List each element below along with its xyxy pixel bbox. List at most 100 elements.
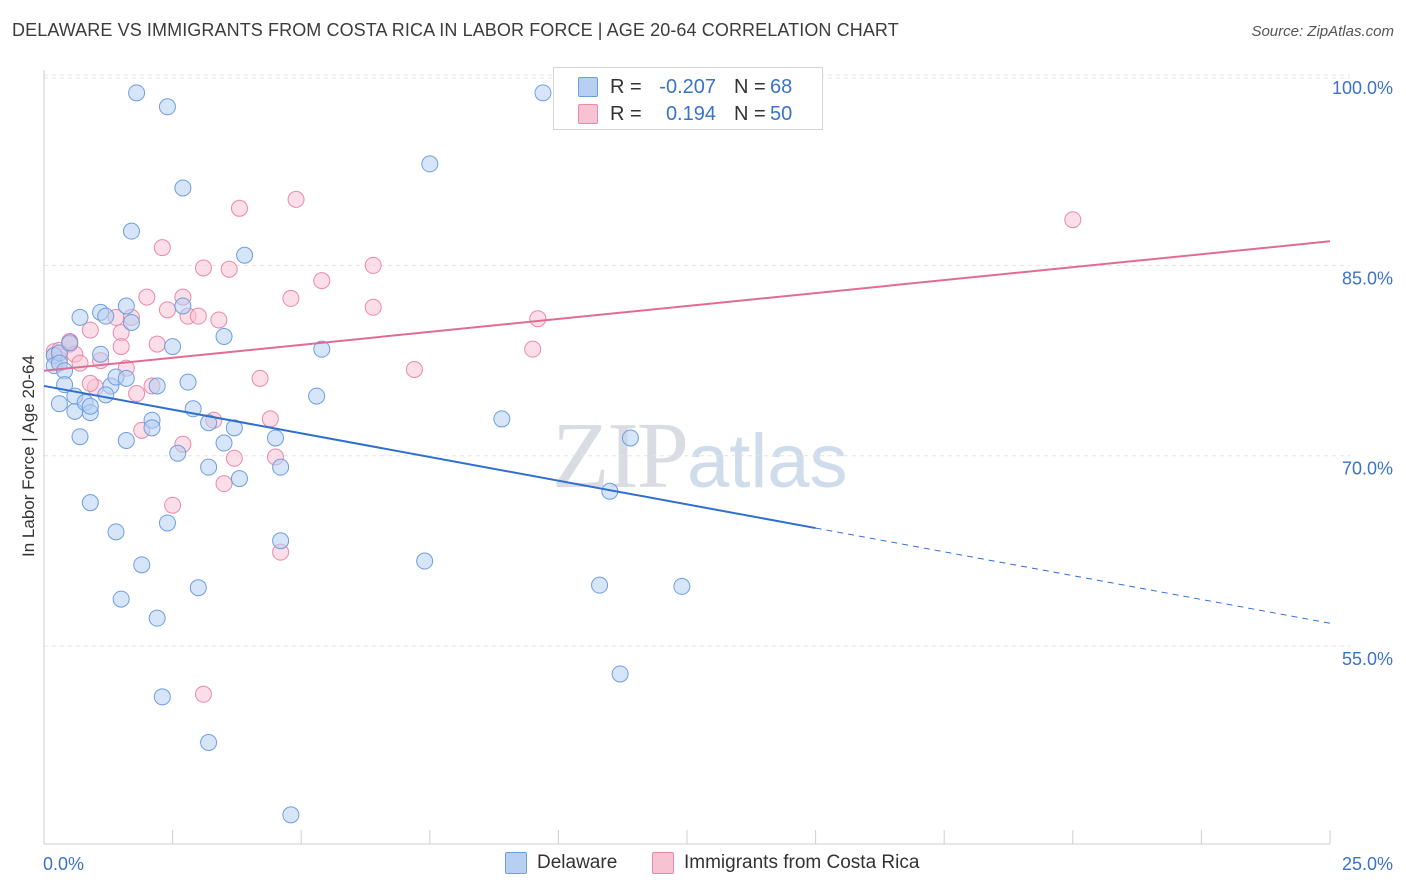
y-axis-label: In Labor Force | Age 20-64: [19, 355, 38, 557]
delaware-point: [81, 494, 99, 512]
delaware-point: [158, 98, 176, 116]
delaware-point: [591, 576, 609, 594]
delaware-point: [272, 458, 290, 476]
delaware-point: [164, 338, 182, 356]
costa-rica-point: [313, 272, 331, 290]
delaware-point: [107, 523, 125, 541]
costa-rica-point: [251, 369, 269, 387]
costa-rica-point: [215, 475, 233, 493]
y-tick-label: 70.0%: [1342, 459, 1393, 479]
delaware-point: [117, 432, 135, 450]
bottom-legend-costa-rica[interactable]: Immigrants from Costa Rica: [652, 852, 919, 874]
delaware-point: [50, 395, 68, 413]
costa-rica-r-value: 0.194: [665, 102, 716, 125]
delaware-point: [169, 444, 187, 462]
delaware-point: [189, 579, 207, 597]
delaware-point: [153, 688, 171, 706]
chart-title: DELAWARE VS IMMIGRANTS FROM COSTA RICA I…: [12, 20, 899, 40]
y-tick-label: 100.0%: [1332, 78, 1393, 98]
costa-rica-r-label: R =: [610, 102, 642, 125]
delaware-r-label: R =: [610, 75, 642, 98]
y-tick-label: 55.0%: [1342, 649, 1393, 669]
delaware-n-label: N =: [734, 75, 766, 98]
delaware-point: [81, 397, 99, 415]
costa-rica-point: [194, 685, 212, 703]
costa-rica-point: [81, 321, 99, 339]
costa-rica-point: [282, 289, 300, 307]
delaware-swatch: [578, 77, 598, 97]
delaware-point: [225, 419, 243, 437]
delaware-point: [308, 387, 326, 405]
delaware-trend-line: [43, 384, 816, 530]
delaware-point: [122, 314, 140, 332]
delaware-point: [266, 429, 284, 447]
delaware-point: [174, 297, 192, 315]
delaware-point: [112, 590, 130, 608]
delaware-r-value: -0.207: [659, 75, 716, 98]
delaware-point: [179, 373, 197, 391]
costa-rica-point: [225, 449, 243, 467]
costa-rica-point: [138, 288, 156, 306]
costa-rica-legend-label: Immigrants from Costa Rica: [684, 852, 920, 873]
delaware-point: [128, 84, 146, 102]
delaware-point: [416, 552, 434, 570]
costa-rica-point: [524, 340, 542, 358]
costa-rica-point: [220, 260, 238, 278]
delaware-trend-extrapolation: [815, 527, 1331, 624]
delaware-point: [122, 222, 140, 240]
costa-rica-point: [210, 311, 228, 329]
delaware-point: [71, 308, 89, 326]
legend-row-delaware: R = -0.207 N = 68: [578, 74, 792, 100]
costa-rica-point: [112, 338, 130, 356]
delaware-point: [215, 327, 233, 345]
delaware-point: [673, 577, 691, 595]
costa-rica-legend-swatch: [652, 852, 674, 874]
delaware-point: [148, 377, 166, 395]
delaware-point: [200, 458, 218, 476]
delaware-legend-swatch: [505, 852, 527, 874]
bottom-legend-delaware[interactable]: Delaware: [505, 852, 617, 874]
delaware-legend-label: Delaware: [537, 852, 618, 873]
costa-rica-point: [405, 360, 423, 378]
costa-rica-point: [128, 385, 146, 403]
delaware-point: [174, 179, 192, 197]
delaware-point: [200, 414, 218, 432]
costa-rica-point: [364, 256, 382, 274]
costa-rica-point: [158, 301, 176, 319]
x-tick-label: 0.0%: [43, 854, 84, 874]
costa-rica-point: [529, 310, 547, 328]
delaware-point: [92, 345, 110, 363]
delaware-point: [200, 733, 218, 751]
costa-rica-point: [148, 335, 166, 353]
delaware-point: [117, 369, 135, 387]
delaware-point: [534, 84, 552, 102]
delaware-point: [97, 386, 115, 404]
delaware-point: [421, 155, 439, 173]
costa-rica-point: [189, 307, 207, 325]
costa-rica-point: [81, 374, 99, 392]
costa-rica-swatch: [578, 104, 598, 124]
delaware-point: [97, 307, 115, 325]
costa-rica-point: [261, 410, 279, 428]
source-label: Source: ZipAtlas.com: [1251, 23, 1394, 40]
delaware-point: [133, 556, 151, 574]
costa-rica-point: [364, 298, 382, 316]
delaware-point: [117, 297, 135, 315]
delaware-point: [236, 246, 254, 264]
costa-rica-point: [164, 496, 182, 514]
delaware-point: [493, 410, 511, 428]
delaware-point: [230, 470, 248, 488]
costa-rica-trend-line: [43, 240, 1331, 372]
bottom-legend: Delaware Immigrants from Costa Rica: [0, 852, 1406, 878]
delaware-n-value: 68: [770, 75, 793, 98]
costa-rica-point: [71, 354, 89, 372]
costa-rica-point: [153, 239, 171, 257]
stats-legend: R = -0.207 N = 68 R = 0.194 N = 50: [553, 67, 823, 130]
costa-rica-point: [230, 199, 248, 217]
costa-rica-point: [1064, 211, 1082, 229]
delaware-point: [71, 428, 89, 446]
delaware-point: [272, 532, 290, 550]
delaware-point: [148, 609, 166, 627]
delaware-point: [282, 806, 300, 824]
